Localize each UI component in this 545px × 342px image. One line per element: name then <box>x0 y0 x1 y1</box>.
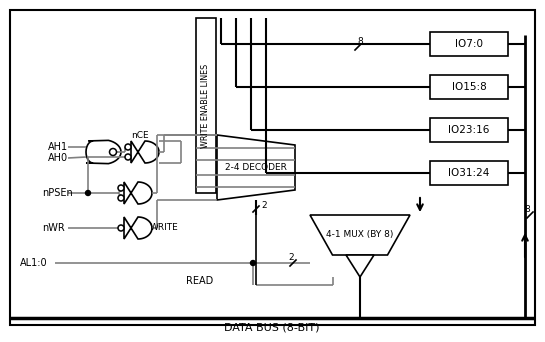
Circle shape <box>118 225 124 231</box>
Circle shape <box>125 154 131 160</box>
Polygon shape <box>217 135 295 200</box>
Text: IO23:16: IO23:16 <box>449 125 490 135</box>
Text: IO7:0: IO7:0 <box>455 39 483 49</box>
Circle shape <box>110 148 117 156</box>
Polygon shape <box>346 255 374 277</box>
Polygon shape <box>131 141 159 163</box>
Text: 2: 2 <box>261 200 267 210</box>
Bar <box>430 32 508 56</box>
Bar <box>430 75 508 99</box>
Polygon shape <box>310 215 410 255</box>
Polygon shape <box>124 182 152 204</box>
Circle shape <box>118 195 124 201</box>
Text: WRITE ENABLE LINES: WRITE ENABLE LINES <box>202 63 210 148</box>
Text: IO15:8: IO15:8 <box>452 82 486 92</box>
Bar <box>430 118 508 142</box>
Bar <box>196 18 216 193</box>
Text: 8: 8 <box>357 38 363 47</box>
Text: AH1: AH1 <box>48 142 68 152</box>
Text: nCE: nCE <box>131 131 149 140</box>
Text: DATA BUS (8-BIT): DATA BUS (8-BIT) <box>224 323 320 333</box>
Text: 4-1 MUX (BY 8): 4-1 MUX (BY 8) <box>326 231 393 239</box>
Text: 2: 2 <box>288 252 294 262</box>
Text: nWR: nWR <box>42 223 65 233</box>
Text: 2-4 DECODER: 2-4 DECODER <box>225 163 287 172</box>
Text: READ: READ <box>186 276 214 286</box>
Text: AL1:0: AL1:0 <box>20 258 47 268</box>
Bar <box>430 161 508 185</box>
Text: WRITE: WRITE <box>150 224 178 233</box>
Text: 8: 8 <box>524 206 530 214</box>
Polygon shape <box>124 217 152 239</box>
Text: nPSEn: nPSEn <box>42 188 72 198</box>
Polygon shape <box>86 140 121 163</box>
Circle shape <box>251 261 256 265</box>
Circle shape <box>86 190 90 196</box>
Text: IO31:24: IO31:24 <box>449 168 490 178</box>
Circle shape <box>118 185 124 191</box>
Circle shape <box>125 144 131 150</box>
Text: AH0: AH0 <box>48 153 68 163</box>
